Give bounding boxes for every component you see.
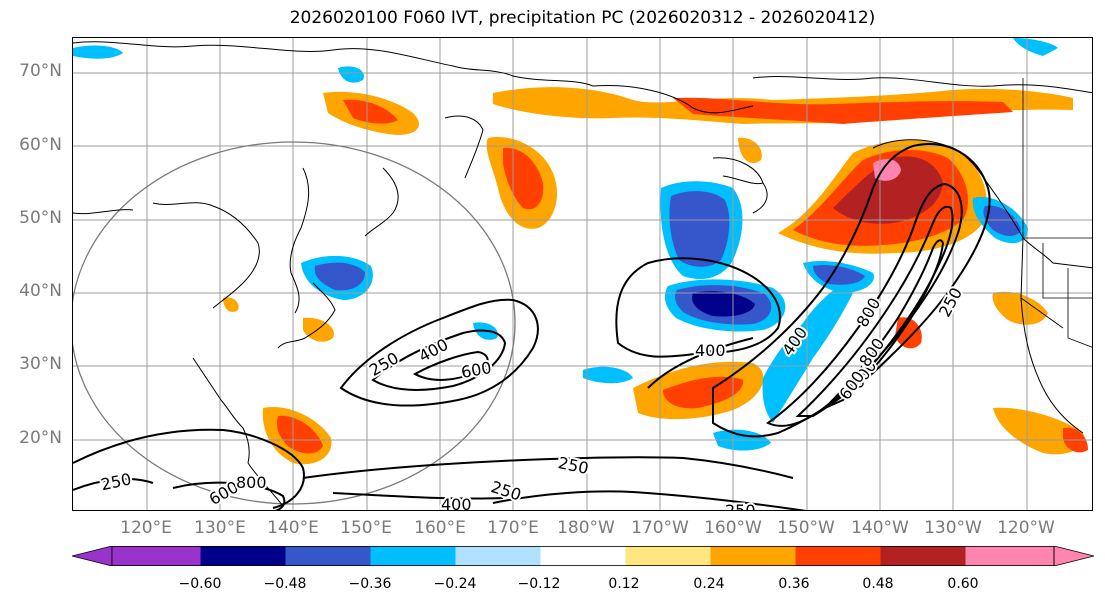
- lon-label-170e: 170°E: [487, 518, 539, 538]
- contour-label: 250: [935, 284, 966, 320]
- ivt-contours: [73, 143, 991, 510]
- colorbar-segment: [370, 546, 456, 566]
- colorbar-extend-min: [71, 545, 113, 567]
- contour-label: 400: [441, 495, 472, 511]
- lon-label-140e: 140°E: [267, 518, 319, 538]
- lat-label-50n: 50°N: [19, 208, 62, 228]
- colorbar-tick: 0.24: [693, 576, 725, 592]
- lon-label-130e: 130°E: [194, 518, 246, 538]
- contour-label: 400: [695, 341, 726, 360]
- colorbar-segment: [965, 546, 1054, 566]
- colorbar-tick: −0.12: [517, 576, 561, 592]
- colorbar-segment: [795, 546, 881, 566]
- colorbar-tick: 0.36: [778, 576, 810, 592]
- colorbar-segment: [880, 546, 966, 566]
- lat-label-60n: 60°N: [19, 135, 62, 155]
- lon-label-160w: 160°W: [704, 518, 762, 538]
- lon-label-170w: 170°W: [631, 518, 689, 538]
- contour-label: 250: [556, 453, 590, 478]
- lat-label-40n: 40°N: [19, 281, 62, 301]
- colorbar-frame: [111, 546, 1055, 567]
- contour-label: 250: [725, 501, 756, 511]
- lat-label-20n: 20°N: [19, 428, 62, 448]
- reference-circle: [73, 141, 516, 505]
- colorbar-tick: 0.12: [608, 576, 640, 592]
- lon-label-150w: 150°W: [777, 518, 835, 538]
- colorbar: [71, 545, 1095, 567]
- state-borders: [1020, 78, 1092, 348]
- colorbar-tick: −0.60: [178, 576, 222, 592]
- map-panel: 250 400 600 400 800 600 800 400 250 250 …: [72, 37, 1093, 511]
- colorbar-tick: −0.48: [263, 576, 307, 592]
- colorbar-segment: [455, 546, 541, 566]
- colorbar-tick: 0.60: [947, 576, 979, 592]
- map-title: 2026020100 F060 IVT, precipitation PC (2…: [289, 8, 876, 28]
- graticule: [73, 38, 1092, 510]
- colorbar-segment: [540, 546, 626, 566]
- lon-label-140w: 140°W: [851, 518, 909, 538]
- contour-label: 250: [99, 469, 133, 494]
- contour-label: 800: [236, 473, 267, 492]
- negative-anomaly-shading: [73, 38, 1058, 451]
- colorbar-segment: [625, 546, 711, 566]
- colorbar-tick: −0.24: [433, 576, 477, 592]
- colorbar-segment: [200, 546, 286, 566]
- lat-label-30n: 30°N: [19, 354, 62, 374]
- colorbar-svg: [71, 545, 1095, 567]
- contour-label: 250: [489, 477, 524, 505]
- contour-label: 250: [366, 348, 402, 380]
- lon-label-180w: 180°W: [557, 518, 615, 538]
- lat-label-70n: 70°N: [19, 61, 62, 81]
- colorbar-segment: [710, 546, 796, 566]
- lon-label-120w: 120°W: [997, 518, 1055, 538]
- lon-label-130w: 130°W: [924, 518, 982, 538]
- lon-label-150e: 150°E: [340, 518, 392, 538]
- colorbar-extend-max: [1053, 545, 1095, 567]
- colorbar-segment: [285, 546, 371, 566]
- lon-label-120e: 120°E: [120, 518, 172, 538]
- colorbar-segment: [112, 546, 201, 566]
- map-canvas: 250 400 600 400 800 600 800 400 250 250 …: [73, 38, 1092, 511]
- colorbar-tick: 0.48: [862, 576, 894, 592]
- colorbar-tick: −0.36: [348, 576, 392, 592]
- coastlines: [73, 41, 1092, 507]
- lon-label-160e: 160°E: [414, 518, 466, 538]
- contour-label: 600: [460, 358, 493, 382]
